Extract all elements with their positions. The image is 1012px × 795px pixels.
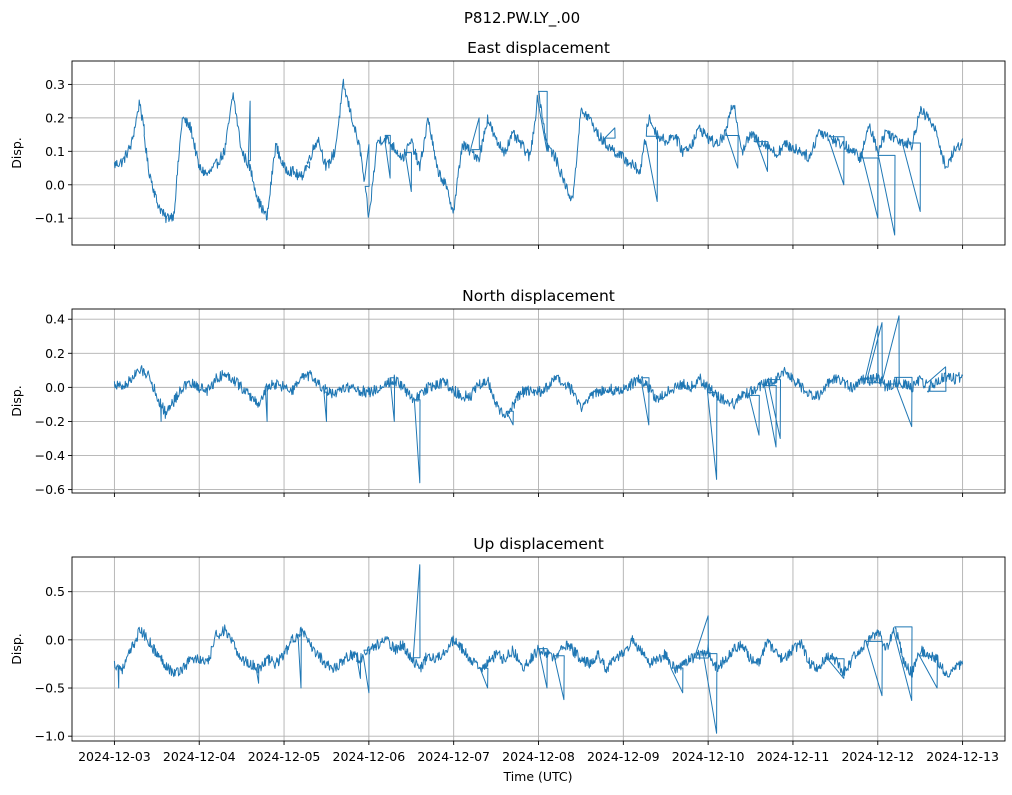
displacement-series-line bbox=[113, 564, 964, 734]
y-tick-label: 0.0 bbox=[45, 380, 65, 395]
y-tick-label: 0.5 bbox=[45, 584, 65, 599]
x-tick-label: 2024-12-03 bbox=[78, 749, 151, 764]
subplot-title: Up displacement bbox=[473, 535, 604, 553]
subplot-title: North displacement bbox=[462, 287, 615, 305]
y-axis-label: Disp. bbox=[9, 137, 24, 169]
displacement-series-line bbox=[113, 78, 964, 236]
y-tick-label: 0.3 bbox=[45, 77, 65, 92]
y-tick-label: 0.0 bbox=[45, 632, 65, 647]
east-subplot: −0.1 0.0 0.1 0.2 0.3 East displacement Disp. bbox=[9, 39, 1006, 249]
x-tick-label: 2024-12-08 bbox=[502, 749, 575, 764]
y-tick-label: 0.0 bbox=[45, 177, 65, 192]
x-tick-label: 2024-12-13 bbox=[926, 749, 999, 764]
y-tick-label: 0.4 bbox=[45, 312, 65, 327]
y-tick-label: −0.1 bbox=[35, 211, 65, 226]
y-axis-label: Disp. bbox=[9, 385, 24, 417]
subplot-title: East displacement bbox=[467, 39, 610, 57]
figure-title: P812.PW.LY_.00 bbox=[464, 9, 580, 28]
x-tick-label: 2024-12-09 bbox=[587, 749, 660, 764]
up-subplot: 2024-12-03 2024-12-04 2024-12-05 2024-12-06… bbox=[9, 535, 1006, 764]
x-tick-label: 2024-12-10 bbox=[672, 749, 745, 764]
y-axis-label: Disp. bbox=[9, 633, 24, 665]
grid bbox=[72, 61, 1005, 245]
x-tick-label: 2024-12-05 bbox=[248, 749, 321, 764]
y-tick-label: −0.2 bbox=[35, 414, 65, 429]
x-axis-label: Time (UTC) bbox=[502, 769, 572, 784]
x-tick-label: 2024-12-12 bbox=[841, 749, 914, 764]
y-tick-label: 0.1 bbox=[45, 144, 65, 159]
displacement-series-line bbox=[113, 315, 964, 484]
grid bbox=[72, 309, 1005, 493]
x-tick-label: 2024-12-04 bbox=[163, 749, 236, 764]
y-tick-label: 0.2 bbox=[45, 110, 65, 125]
y-tick-label: −1.0 bbox=[35, 729, 65, 744]
grid bbox=[72, 557, 1005, 741]
x-tick-label: 2024-12-06 bbox=[333, 749, 406, 764]
y-tick-label: −0.4 bbox=[35, 448, 65, 463]
x-tick-label: 2024-12-11 bbox=[757, 749, 830, 764]
north-subplot: −0.6 −0.4 −0.2 0.0 0.2 0.4 North displacement D… bbox=[9, 287, 1006, 497]
y-tick-label: −0.6 bbox=[35, 482, 65, 497]
y-tick-label: 0.2 bbox=[45, 346, 65, 361]
y-tick-label: −0.5 bbox=[35, 681, 65, 696]
x-tick-label: 2024-12-07 bbox=[417, 749, 490, 764]
